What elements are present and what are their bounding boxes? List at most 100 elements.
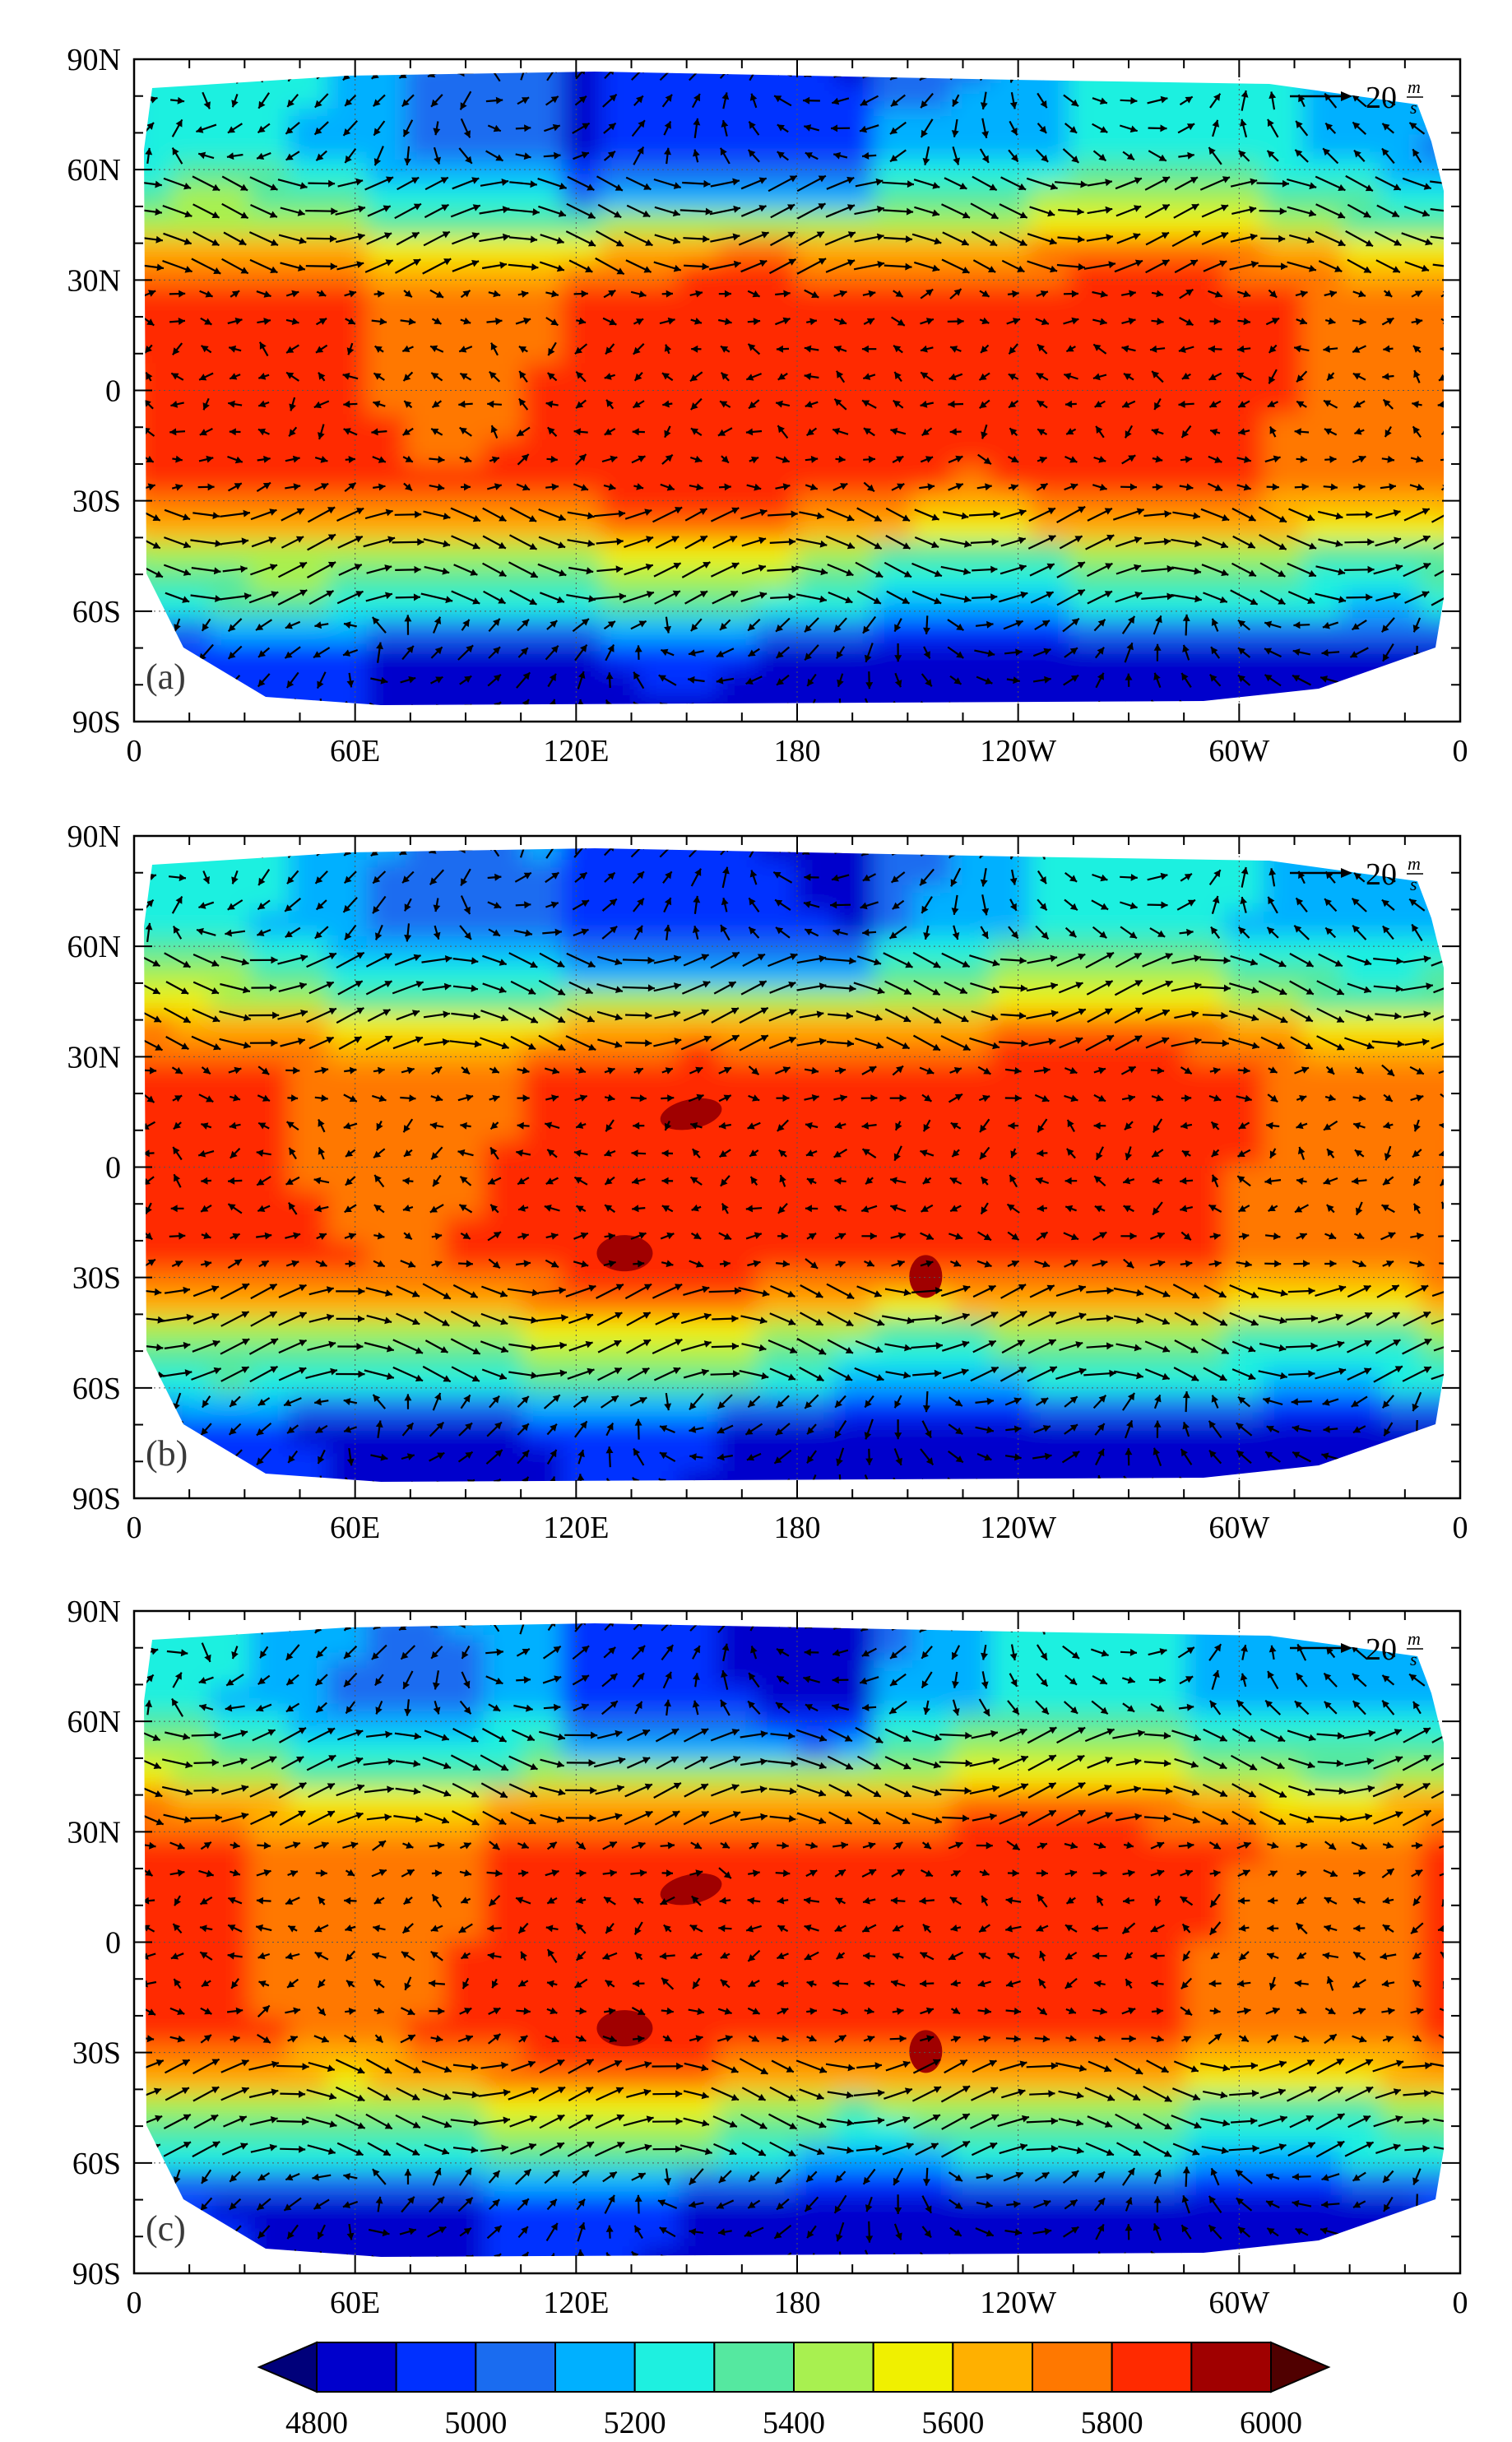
wind-arrow: [290, 699, 296, 717]
wind-arrow-head: [1450, 536, 1458, 542]
wind-arrow: [1296, 703, 1306, 713]
wind-arrow-head: [1242, 842, 1249, 849]
wind-arrow-head: [206, 850, 213, 857]
wind-arrow: [863, 68, 876, 78]
wind-arrow-head: [1447, 1233, 1454, 1240]
wind-arrow-head: [1444, 456, 1451, 463]
wind-arrow: [1440, 1676, 1452, 1684]
x-tick-label: 0: [1453, 734, 1468, 768]
wind-arrow: [233, 63, 238, 83]
wind-arrow-head: [1416, 1482, 1423, 1488]
wind-arrow-head: [205, 72, 212, 80]
wind-arrow: [834, 69, 847, 77]
wind-arrow: [1099, 701, 1101, 714]
wind-arrow-head: [1125, 702, 1132, 709]
wind-arrow: [1438, 1236, 1454, 1237]
wind-arrow: [170, 1479, 185, 1491]
wind-arrow: [1178, 67, 1195, 79]
wind-arrow: [202, 1619, 211, 1630]
wind-arrow-head: [230, 1483, 238, 1491]
wind-arrow-head: [777, 705, 784, 713]
wind-arrow-head: [892, 848, 899, 856]
wind-arrow-head: [955, 706, 962, 713]
x-tick-label: 120W: [980, 1511, 1056, 1545]
wind-arrow-head: [668, 843, 675, 850]
wind-arrow-head: [373, 1623, 381, 1629]
wind-arrow-head: [436, 704, 443, 712]
wind-arrow-head: [1180, 1477, 1187, 1484]
wind-arrow: [1301, 65, 1303, 81]
wind-arrow-head: [837, 1488, 844, 1494]
wind-arrow: [1240, 64, 1249, 81]
wind-arrow: [1439, 1263, 1453, 1264]
y-tick-label: 90S: [72, 1482, 121, 1516]
wind-arrow: [290, 1618, 296, 1632]
wind-arrow-head: [179, 847, 187, 854]
wind-arrow-head: [1295, 1478, 1302, 1485]
wind-arrow: [1438, 702, 1454, 713]
wind-arrow-head: [1072, 703, 1079, 709]
wind-arrow-head: [1453, 590, 1460, 597]
wind-arrow: [229, 700, 241, 715]
wind-arrow: [1351, 1455, 1367, 1460]
wind-arrow: [1380, 1482, 1396, 1488]
wind-arrow: [833, 1620, 846, 1629]
wind-arrow-head: [1242, 1617, 1249, 1624]
wind-arrow-head: [686, 703, 693, 710]
wind-arrow-head: [1437, 1622, 1445, 1629]
wind-arrow-head: [1381, 69, 1389, 76]
wind-arrow-head: [1450, 1341, 1458, 1349]
wind-arrow: [1064, 844, 1078, 855]
y-tick-label: 30S: [72, 1261, 121, 1296]
wind-arrow-head: [725, 1617, 732, 1624]
wind-arrow-head: [1444, 1455, 1451, 1463]
wind-arrow-head: [1452, 1728, 1459, 1734]
wind-arrow: [170, 70, 185, 76]
wind-arrow: [1445, 1395, 1446, 1409]
wind-arrow: [951, 1619, 960, 1631]
wind-arrow-head: [1444, 1095, 1451, 1102]
wind-arrow-head: [833, 1623, 841, 1629]
wind-arrow-head: [178, 1622, 185, 1628]
wind-arrow: [430, 1483, 444, 1486]
wind-arrow-head: [1356, 701, 1363, 708]
wind-arrow: [1179, 1619, 1193, 1630]
wind-arrow-head: [775, 846, 782, 853]
wind-arrow-head: [659, 1479, 666, 1485]
wind-arrow-head: [467, 1479, 475, 1486]
wind-arrow: [1411, 1480, 1424, 1488]
wind-arrow: [1326, 702, 1335, 714]
wind-arrow: [169, 702, 185, 714]
wind-arrow-head: [1444, 679, 1451, 686]
wind-arrow: [1267, 1479, 1278, 1491]
wind-arrow-head: [551, 841, 558, 848]
wind-arrow-head: [378, 1482, 386, 1488]
wind-arrow: [459, 1625, 473, 1626]
wind-arrow: [1209, 702, 1222, 714]
wind-arrow: [1380, 1622, 1396, 1628]
wind-arrow: [892, 1619, 904, 1630]
wind-arrow: [1064, 1481, 1078, 1488]
wind-arrow: [1381, 847, 1395, 852]
wind-arrow: [1353, 844, 1366, 855]
wind-arrow-head: [1353, 844, 1361, 852]
reference-unit-numerator: m: [1408, 77, 1421, 97]
wind-arrow: [1352, 678, 1366, 682]
wind-arrow: [262, 842, 266, 858]
y-tick-label: 30N: [67, 1040, 121, 1075]
wind-arrow-head: [1129, 69, 1137, 77]
wind-arrow: [168, 846, 187, 853]
wind-arrow-head: [521, 1615, 528, 1623]
wind-arrow: [921, 702, 933, 714]
wind-arrow-head: [805, 71, 812, 77]
wind-arrow-head: [1044, 1481, 1051, 1488]
wind-arrow-head: [805, 1622, 812, 1628]
wind-arrow: [840, 1474, 842, 1494]
wind-arrow-head: [746, 1481, 754, 1488]
wind-arrow: [1240, 842, 1248, 857]
wind-arrow: [976, 1479, 993, 1490]
wind-arrow: [1121, 1623, 1137, 1627]
wind-arrow: [1441, 1451, 1450, 1463]
wind-arrow: [1033, 1483, 1051, 1486]
wind-arrow-head: [744, 705, 752, 713]
